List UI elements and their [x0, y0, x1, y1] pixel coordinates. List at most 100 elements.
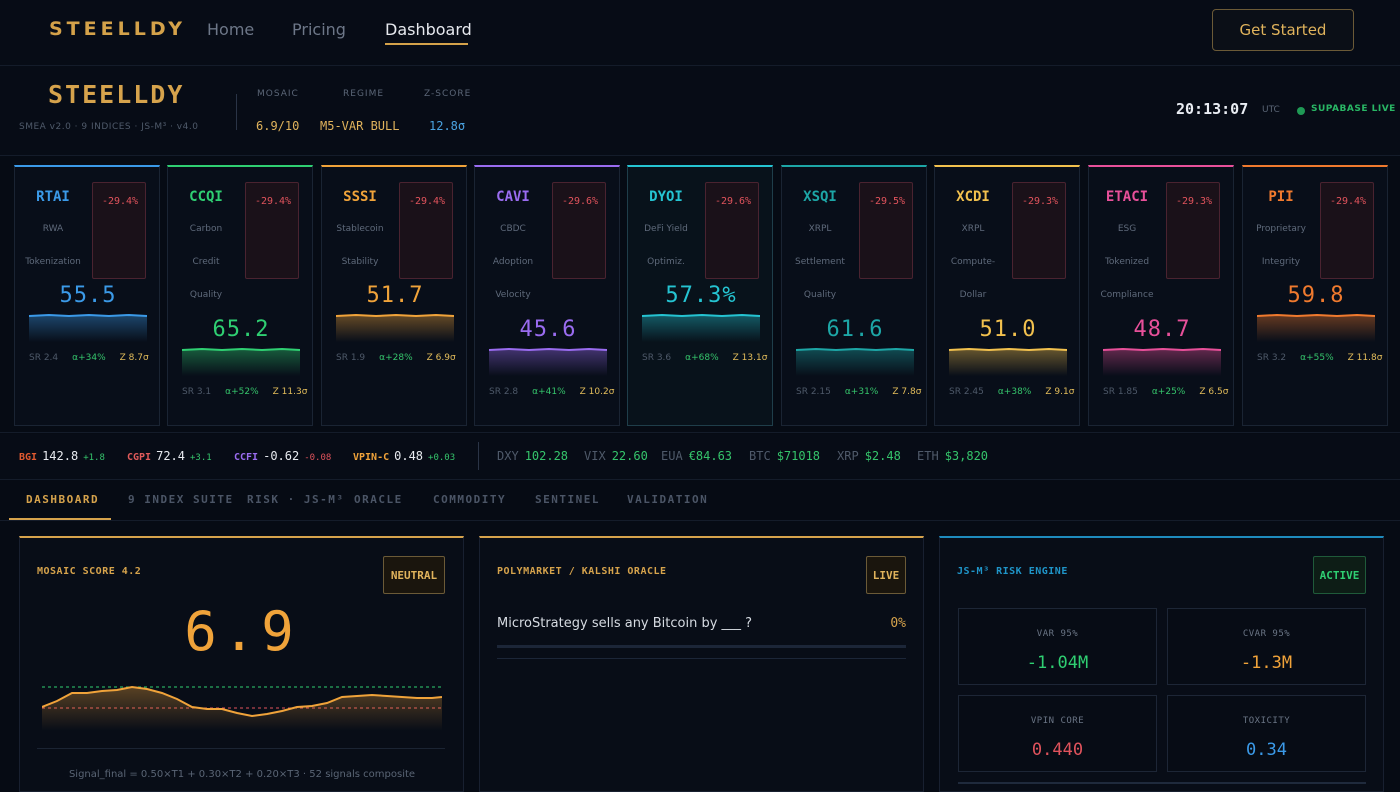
- change-badge: -29.3%: [1166, 182, 1220, 279]
- alpha-value: α+25%: [1151, 387, 1186, 397]
- alpha-value: α+38%: [997, 387, 1032, 397]
- index-card-cavi[interactable]: CAVI CBDC Adoption Velocity -29.6% 45.6 SR 2.8…: [474, 165, 620, 426]
- section-tabs: DASHBOARD 9 INDEX SUITE RISK · JS-M³ ORA…: [0, 481, 1400, 521]
- market-item-eua[interactable]: EUA €84.63: [661, 449, 732, 463]
- index-description-line: Proprietary: [1256, 224, 1306, 234]
- alpha-value: α+52%: [225, 387, 259, 397]
- mosaic-big-score: 6.9: [184, 600, 300, 663]
- index-card-rtai[interactable]: RTAI RWA Tokenization -29.4% 55.5 SR 2.4 α+34%…: [14, 165, 160, 426]
- cvar-95-value: -1.3M: [1240, 653, 1293, 673]
- index-card-xsqi[interactable]: XSQI XRPL Settlement Quality -29.5% 61.6 SR 2.…: [781, 165, 927, 426]
- index-code: PII: [1268, 189, 1294, 205]
- index-card-ccqi[interactable]: CCQI Carbon Credit Quality -29.4% 65.2 SR 3.1 α…: [167, 165, 313, 426]
- market-label: DXY: [497, 449, 519, 463]
- index-description-line: Tokenized: [1104, 257, 1150, 267]
- ticker-value: -0.62: [263, 449, 300, 463]
- nav-logo[interactable]: STEELLDY: [49, 18, 186, 40]
- index-description-line: ESG: [1117, 224, 1137, 234]
- index-card-etaci[interactable]: ETACI ESG Tokenized Compliance -29.3% 48.7 SR …: [1088, 165, 1234, 426]
- change-badge: -29.6%: [552, 182, 606, 279]
- ticker-change: +1.8: [83, 453, 105, 463]
- index-cards-row: RTAI RWA Tokenization -29.4% 55.5 SR 2.4 α+34%…: [0, 157, 1400, 433]
- z-score: Z 10.2σ: [579, 387, 615, 397]
- tab-index-suite[interactable]: 9 INDEX SUITE: [128, 493, 234, 506]
- sharpe-ratio: SR 2.45: [949, 387, 984, 397]
- index-card-pii[interactable]: PII Proprietary Integrity -29.4% 59.8 SR 3.2 α…: [1242, 165, 1388, 426]
- zscore-label: Z-SCORE: [424, 89, 472, 99]
- z-score: Z 11.3σ: [272, 387, 308, 397]
- index-description-line: Compliance: [1100, 290, 1154, 300]
- z-score: Z 7.8σ: [892, 387, 922, 397]
- sharpe-ratio: SR 2.8: [489, 387, 519, 397]
- index-description-line: RWA: [42, 224, 64, 234]
- market-item-eth[interactable]: ETH $3,820: [917, 449, 988, 463]
- tab-oracle[interactable]: ORACLE: [354, 493, 403, 506]
- change-badge: -29.4%: [92, 182, 146, 279]
- toxicity-value: 0.34: [1246, 740, 1287, 760]
- ticker-item-bgi[interactable]: BGI 142.8 +1.8: [19, 449, 105, 463]
- index-code: CCQI: [189, 189, 223, 205]
- live-status-label: SUPABASE LIVE: [1311, 104, 1396, 114]
- tab-commodity[interactable]: COMMODITY: [433, 493, 507, 506]
- brand-title: STEELLDY: [48, 80, 185, 109]
- index-card-xcdi[interactable]: XCDI XRPL Compute- Dollar -29.3% 51.0 SR 2.45 α…: [934, 165, 1080, 426]
- index-card-dyoi[interactable]: DYOI DeFi Yield Optimiz. -29.6% 57.3% SR 3.6 α…: [627, 165, 773, 426]
- change-value: -29.4%: [254, 196, 292, 207]
- ticker-item-ccfi[interactable]: CCFI -0.62 -0.08: [234, 449, 331, 463]
- index-description-line: XRPL: [808, 224, 832, 234]
- live-status-dot-icon: [1297, 107, 1305, 115]
- ticker-value: 0.48: [394, 449, 424, 463]
- index-card-sssi[interactable]: SSSI Stablecoin Stability -29.4% 51.7 SR 1.9 α…: [321, 165, 467, 426]
- timezone-label: UTC: [1262, 105, 1280, 115]
- change-badge: -29.4%: [1320, 182, 1374, 279]
- z-score: Z 6.9σ: [426, 353, 456, 363]
- index-stats: SR 3.2 α+55% Z 11.8σ: [1257, 353, 1382, 363]
- oracle-divider: [497, 658, 906, 659]
- index-description-line: Carbon: [189, 224, 223, 234]
- index-code: RTAI: [36, 189, 70, 205]
- regime-value: M5-VAR BULL: [320, 119, 400, 133]
- index-description-line: Stablecoin: [336, 224, 384, 234]
- alpha-value: α+34%: [72, 353, 106, 363]
- ticker-item-cgpi[interactable]: CGPI 72.4 +3.1: [127, 449, 212, 463]
- get-started-button[interactable]: Get Started: [1212, 9, 1354, 51]
- index-value: 65.2: [212, 317, 270, 342]
- sharpe-ratio: SR 1.85: [1103, 387, 1138, 397]
- index-description-line: Integrity: [1261, 257, 1301, 267]
- market-label: VIX: [584, 449, 606, 463]
- tab-risk[interactable]: RISK · JS-M³: [247, 493, 345, 506]
- market-value: $2.48: [864, 449, 901, 463]
- nav-active-indicator: [385, 43, 468, 45]
- ticker-label: CCFI: [234, 452, 259, 463]
- tab-dashboard[interactable]: DASHBOARD: [26, 493, 100, 506]
- z-score: Z 8.7σ: [119, 353, 149, 363]
- var-95-label: VAR 95%: [1036, 629, 1079, 639]
- tab-sentinel[interactable]: SENTINEL: [535, 493, 600, 506]
- index-value: 45.6: [519, 317, 577, 342]
- mosaic-label: MOSAIC: [257, 89, 299, 99]
- sharpe-ratio: SR 2.15: [796, 387, 831, 397]
- index-trend-area: [1257, 313, 1375, 342]
- nav-link-home[interactable]: Home: [207, 20, 255, 39]
- market-item-dxy[interactable]: DXY 102.28: [497, 449, 568, 463]
- index-stats: SR 1.9 α+28% Z 6.9σ: [336, 353, 456, 363]
- market-item-btc[interactable]: BTC $71018: [749, 449, 820, 463]
- ticker-value: 72.4: [156, 449, 185, 463]
- market-item-xrp[interactable]: XRP $2.48: [837, 449, 901, 463]
- index-description-line: DeFi Yield: [644, 224, 688, 234]
- change-value: -29.4%: [1329, 196, 1367, 207]
- sparkline-line: [42, 685, 442, 718]
- nav-link-pricing[interactable]: Pricing: [292, 20, 346, 39]
- index-description-line: Tokenization: [25, 257, 81, 267]
- change-value: -29.4%: [101, 196, 139, 207]
- mosaic-divider: [37, 748, 445, 749]
- alpha-value: α+28%: [379, 353, 413, 363]
- market-question[interactable]: MicroStrategy sells any Bitcoin by ___ ?: [497, 616, 753, 631]
- ticker-item-vpin-c[interactable]: VPIN-C 0.48 +0.03: [353, 449, 455, 463]
- nav-link-dashboard[interactable]: Dashboard: [385, 20, 472, 39]
- tab-validation[interactable]: VALIDATION: [627, 493, 709, 506]
- dashboard-header: STEELLDY SMEA v2.0 · 9 INDICES · JS-M³ ·…: [0, 66, 1400, 156]
- index-description-line: Dollar: [959, 290, 987, 300]
- brand-subtitle: SMEA v2.0 · 9 INDICES · JS-M³ · v4.0: [19, 122, 199, 132]
- market-item-vix[interactable]: VIX 22.60: [584, 449, 648, 463]
